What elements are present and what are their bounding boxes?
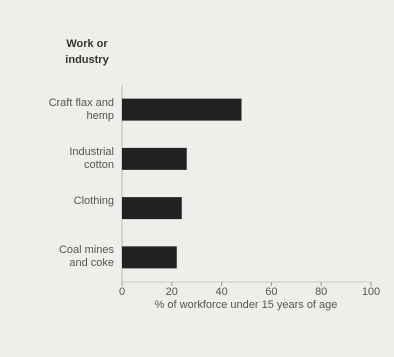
y-tick-label: Industrial cotton [69,145,114,171]
y-tick-label: Craft flax and hemp [48,96,114,122]
x-tick-label: 80 [315,286,327,298]
x-tick-label: 100 [362,286,380,298]
x-tick-label: 20 [166,286,178,298]
x-tick-label: 40 [215,286,227,298]
x-tick-label: 60 [265,286,277,298]
bar [122,147,187,170]
bar [122,197,182,220]
y-axis-title: Work or industry [65,38,109,66]
bar [122,98,242,121]
x-tick-label: 0 [119,286,125,298]
x-axis-title: % of workforce under 15 years of age [155,299,338,311]
y-tick-label: Coal mines and coke [58,244,114,270]
bar [122,246,177,269]
y-tick-label: Clothing [73,195,114,208]
